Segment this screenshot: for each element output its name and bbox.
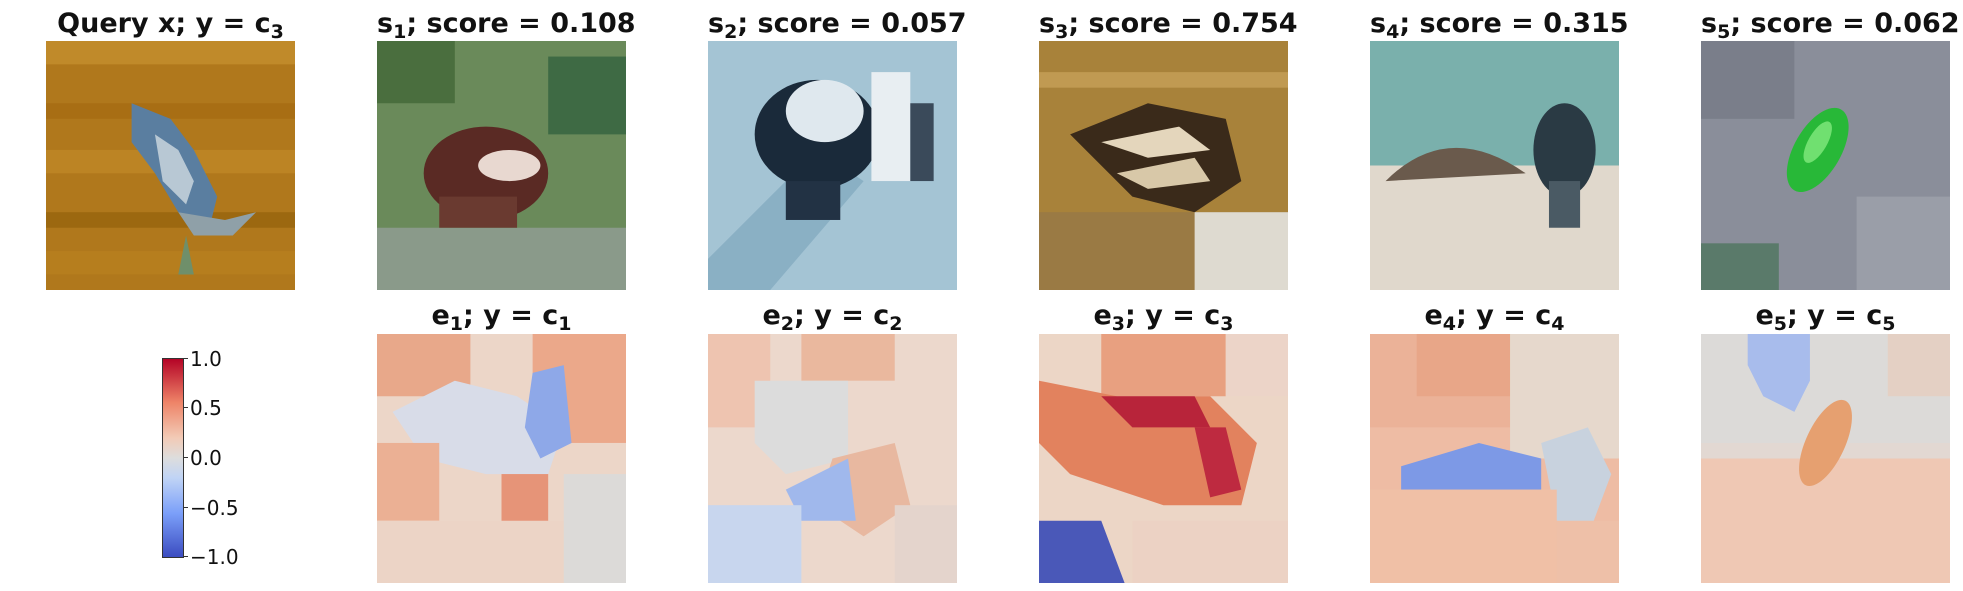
explanation-panel-1: e1; y = c1 <box>377 300 626 585</box>
sample-title-4: s4; score = 0.315 <box>1370 8 1629 43</box>
explanation-panel-4: e4; y = c4 <box>1370 300 1619 585</box>
colorbar-tick-label: 0.5 <box>190 396 222 420</box>
colorbar-tick-label: 1.0 <box>190 347 222 371</box>
sample-panel-1: s1; score = 0.108 <box>377 8 636 290</box>
sample-image-4 <box>1370 41 1619 290</box>
sample-title-1: s1; score = 0.108 <box>377 8 636 43</box>
explanation-map-3 <box>1039 334 1288 583</box>
sample-title-3: s3; score = 0.754 <box>1039 8 1298 43</box>
query-title: Query x; y = c3 <box>57 8 284 43</box>
explanation-panel-5: e5; y = c5 <box>1701 300 1950 585</box>
explanation-panel-3: e3; y = c3 <box>1039 300 1288 585</box>
query-image <box>46 41 295 290</box>
explanation-panel-2: e2; y = c2 <box>708 300 957 585</box>
sample-panel-4: s4; score = 0.315 <box>1370 8 1629 290</box>
sample-title-5: s5; score = 0.062 <box>1701 8 1960 43</box>
explanation-title-1: e1; y = c1 <box>431 300 572 335</box>
sample-panel-5: s5; score = 0.062 <box>1701 8 1960 290</box>
sample-image-5 <box>1701 41 1950 290</box>
colorbar-tick-label: −0.5 <box>190 496 239 520</box>
sample-panel-3: s3; score = 0.754 <box>1039 8 1298 290</box>
explanation-map-5 <box>1701 334 1950 583</box>
query-panel: Query x; y = c3 <box>46 8 295 290</box>
sample-panel-2: s2; score = 0.057 <box>708 8 967 290</box>
explanation-map-1 <box>377 334 626 583</box>
sample-image-2 <box>708 41 957 290</box>
explanation-map-4 <box>1370 334 1619 583</box>
explanation-title-4: e4; y = c4 <box>1424 300 1565 335</box>
colorbar-tick-label: −1.0 <box>190 545 239 569</box>
sample-image-3 <box>1039 41 1288 290</box>
explanation-map-2 <box>708 334 957 583</box>
colorbar-gradient <box>162 358 184 558</box>
sample-image-1 <box>377 41 626 290</box>
explanation-title-3: e3; y = c3 <box>1093 300 1234 335</box>
colorbar-tick-label: 0.0 <box>190 446 222 470</box>
sample-title-2: s2; score = 0.057 <box>708 8 967 43</box>
colorbar: 1.0 0.5 0.0 −0.5 −1.0 <box>162 349 282 567</box>
explanation-title-5: e5; y = c5 <box>1755 300 1896 335</box>
explanation-title-2: e2; y = c2 <box>762 300 903 335</box>
